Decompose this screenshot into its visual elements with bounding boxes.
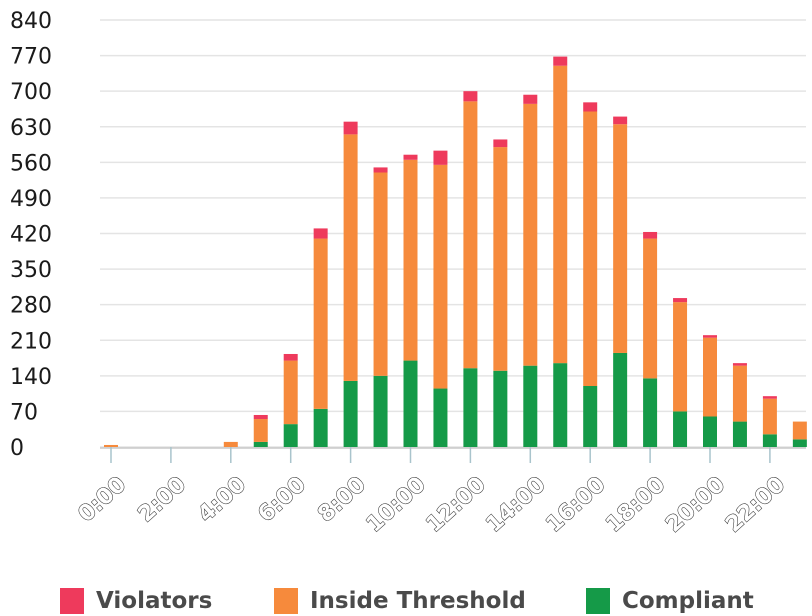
bar-inside-threshold[interactable] <box>223 441 238 447</box>
bar-violators[interactable] <box>493 139 508 148</box>
bar-compliant[interactable] <box>762 434 777 447</box>
bar-violators[interactable] <box>373 167 388 173</box>
bar-violators[interactable] <box>523 94 538 104</box>
x-tick-label: 20:00 <box>661 472 730 537</box>
x-tick-label: 6:00 <box>253 472 310 527</box>
bar-inside-threshold[interactable] <box>493 147 508 371</box>
bar-compliant[interactable] <box>553 363 568 448</box>
bar-compliant[interactable] <box>732 421 747 447</box>
bar-compliant[interactable] <box>313 408 328 448</box>
legend-swatch-violators <box>60 587 84 614</box>
bar-inside-threshold[interactable] <box>104 444 118 447</box>
bar-inside-threshold[interactable] <box>613 124 628 353</box>
bar-compliant[interactable] <box>343 380 358 447</box>
bar-compliant[interactable] <box>523 365 538 447</box>
bar-violators[interactable] <box>403 154 418 160</box>
x-axis-ticks: 0:00 2:00 4:00 6:00 8:0010:0012:0014:0016:00… <box>73 447 791 538</box>
bar-violators[interactable] <box>583 102 598 112</box>
bar-inside-threshold[interactable] <box>463 101 478 369</box>
bar-inside-threshold[interactable] <box>583 111 598 387</box>
bar-compliant[interactable] <box>463 368 478 447</box>
y-tick-label: 210 <box>10 329 52 354</box>
bar-compliant[interactable] <box>613 352 628 447</box>
x-tick-label: 10:00 <box>362 472 431 537</box>
bar-inside-threshold[interactable] <box>343 134 358 381</box>
bar-compliant[interactable] <box>643 378 658 448</box>
bar-inside-threshold[interactable] <box>762 398 777 435</box>
y-tick-label: 560 <box>10 151 52 176</box>
x-tick-label: 16:00 <box>542 472 611 537</box>
legend-label-inside-threshold: Inside Threshold <box>310 587 526 614</box>
bar-violators[interactable] <box>343 121 358 135</box>
y-tick-label: 630 <box>10 116 52 141</box>
bar-inside-threshold[interactable] <box>313 238 328 409</box>
bar-violators[interactable] <box>253 414 268 420</box>
x-tick-label: 4:00 <box>194 472 251 527</box>
bars <box>104 56 807 448</box>
bar-inside-threshold[interactable] <box>373 172 388 376</box>
y-tick-label: 140 <box>10 365 52 390</box>
bar-violators[interactable] <box>703 335 717 338</box>
y-tick-label: 420 <box>10 223 52 248</box>
y-tick-label: 280 <box>10 294 52 319</box>
legend-item-compliant[interactable]: Compliant <box>586 585 754 616</box>
legend-label-compliant: Compliant <box>622 587 754 614</box>
stacked-bar-chart: 0 70 140 210 280 350 420 490 560 630 700 770 840 0:0… <box>10 9 807 538</box>
bar-violators[interactable] <box>553 56 568 66</box>
bar-violators[interactable] <box>673 298 688 303</box>
bar-violators[interactable] <box>643 231 658 239</box>
bar-inside-threshold[interactable] <box>433 164 448 389</box>
legend-item-inside-threshold[interactable]: Inside Threshold <box>274 585 526 616</box>
y-tick-label: 840 <box>10 9 52 34</box>
bar-inside-threshold[interactable] <box>403 159 418 361</box>
bar-compliant[interactable] <box>493 370 508 447</box>
bar-inside-threshold[interactable] <box>253 419 268 442</box>
bar-inside-threshold[interactable] <box>703 337 717 417</box>
x-tick-label: 2:00 <box>134 472 191 527</box>
bar-compliant[interactable] <box>703 416 717 448</box>
y-tick-label: 490 <box>10 187 52 212</box>
y-tick-label: 770 <box>10 45 52 70</box>
legend-label-violators: Violators <box>96 587 213 614</box>
x-tick-label: 18:00 <box>602 472 671 537</box>
y-tick-label: 70 <box>10 400 38 425</box>
x-tick-label: 0:00 <box>74 472 131 527</box>
bar-violators[interactable] <box>283 353 298 361</box>
legend-item-violators[interactable]: Violators <box>60 585 212 616</box>
y-tick-label: 700 <box>10 80 52 105</box>
y-tick-label: 350 <box>10 258 52 283</box>
bar-inside-threshold[interactable] <box>283 360 298 425</box>
bar-violators[interactable] <box>463 91 478 102</box>
bar-compliant[interactable] <box>373 375 388 447</box>
bar-inside-threshold[interactable] <box>792 421 807 440</box>
bar-compliant[interactable] <box>283 424 298 448</box>
legend: Violators Inside Threshold Compliant <box>0 585 812 616</box>
bar-inside-threshold[interactable] <box>553 65 568 364</box>
grid-lines <box>100 19 806 449</box>
x-tick-label: 14:00 <box>482 472 551 537</box>
legend-swatch-compliant <box>586 587 610 614</box>
x-tick-label: 12:00 <box>422 472 491 537</box>
bar-compliant[interactable] <box>792 439 807 448</box>
y-tick-label: 0 <box>10 436 24 461</box>
bar-violators[interactable] <box>732 363 747 366</box>
x-tick-label: 22:00 <box>721 472 790 537</box>
bar-violators[interactable] <box>313 228 328 239</box>
bar-compliant[interactable] <box>433 388 448 447</box>
bar-inside-threshold[interactable] <box>523 103 538 366</box>
bar-violators[interactable] <box>762 396 777 399</box>
bar-inside-threshold[interactable] <box>732 365 747 422</box>
bar-compliant[interactable] <box>403 360 418 447</box>
bar-inside-threshold[interactable] <box>643 238 658 379</box>
bar-violators[interactable] <box>613 116 628 125</box>
bar-inside-threshold[interactable] <box>673 302 688 412</box>
bar-violators[interactable] <box>433 150 448 165</box>
bar-compliant[interactable] <box>583 386 598 447</box>
legend-swatch-inside-threshold <box>274 587 298 614</box>
bar-compliant[interactable] <box>253 441 268 447</box>
bar-compliant[interactable] <box>673 411 688 447</box>
y-axis-ticks: 0 70 140 210 280 350 420 490 560 630 700 770 840 <box>10 9 52 461</box>
